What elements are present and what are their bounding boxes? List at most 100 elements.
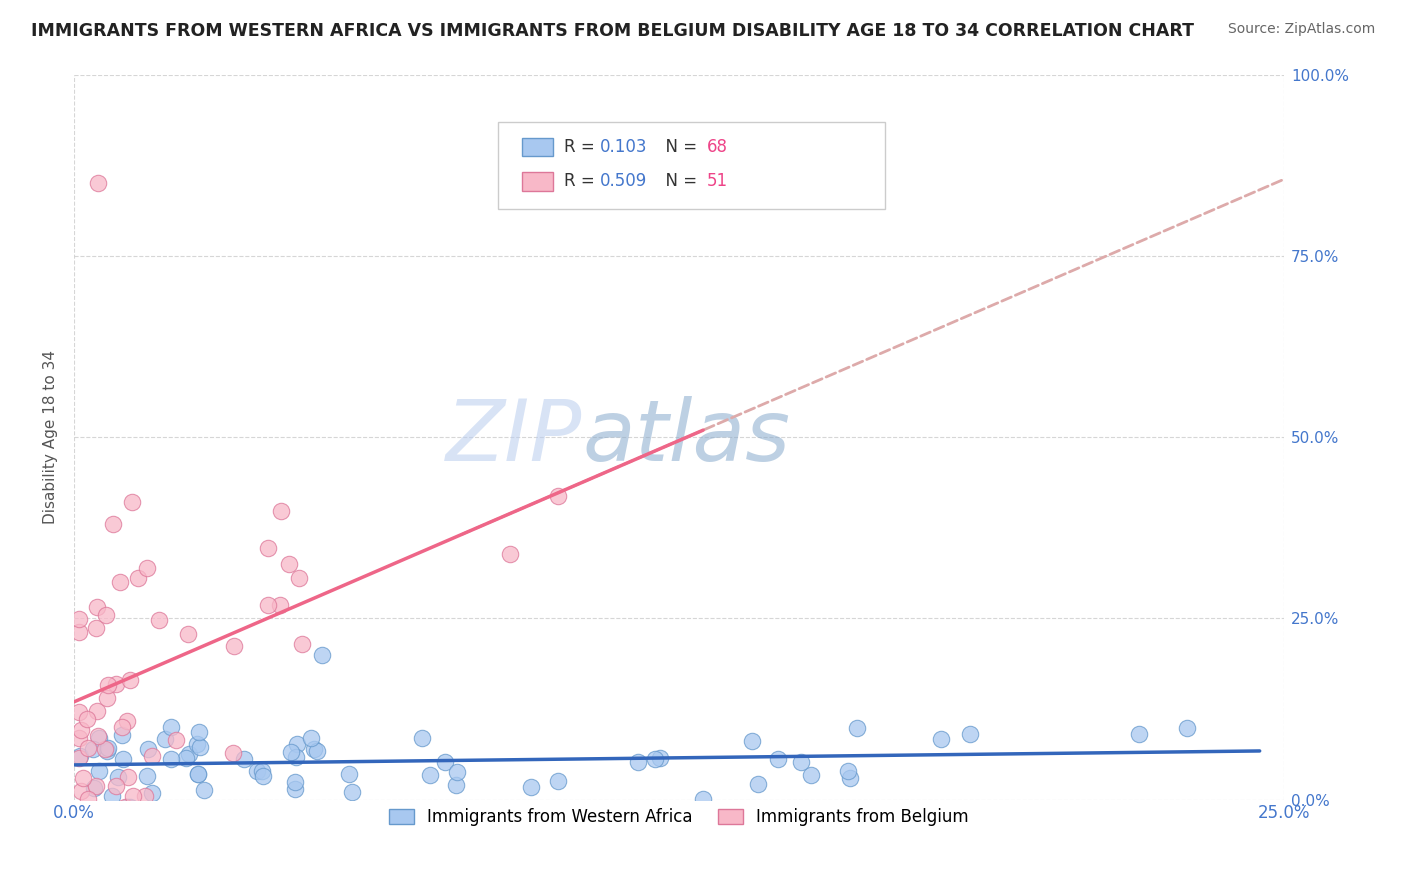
Point	[190, 740, 212, 755]
Point	[135, 560, 157, 574]
Point	[270, 504, 292, 518]
Text: N =: N =	[655, 172, 702, 190]
Point	[232, 752, 254, 766]
Point	[800, 768, 823, 782]
Text: IMMIGRANTS FROM WESTERN AFRICA VS IMMIGRANTS FROM BELGIUM DISABILITY AGE 18 TO 3: IMMIGRANTS FROM WESTERN AFRICA VS IMMIGR…	[31, 22, 1194, 40]
Point	[83, 781, 105, 796]
Point	[337, 767, 360, 781]
Point	[284, 775, 307, 789]
Point	[186, 737, 208, 751]
Point	[121, 495, 143, 509]
Point	[97, 678, 120, 692]
Point	[111, 720, 134, 734]
Point	[269, 598, 291, 612]
Point	[82, 742, 104, 756]
Point	[287, 570, 309, 584]
Point	[650, 750, 672, 764]
Text: 68: 68	[707, 138, 728, 156]
Point	[111, 728, 134, 742]
Point	[67, 751, 90, 765]
Point	[110, 575, 132, 590]
Point	[89, 764, 111, 778]
Point	[305, 744, 328, 758]
Point	[193, 783, 215, 797]
Point	[285, 749, 308, 764]
Point	[87, 731, 110, 746]
Text: 0.509: 0.509	[600, 172, 648, 190]
Point	[627, 755, 650, 769]
Point	[107, 771, 129, 785]
Point	[692, 792, 714, 806]
Point	[277, 557, 299, 571]
Point	[96, 743, 118, 757]
Point	[246, 764, 269, 779]
Point	[790, 755, 813, 769]
Point	[838, 772, 860, 786]
Point	[257, 541, 280, 555]
Point	[104, 807, 127, 822]
FancyBboxPatch shape	[522, 171, 553, 191]
Point	[547, 773, 569, 788]
Point	[193, 804, 215, 818]
Point	[136, 742, 159, 756]
Point	[105, 779, 128, 793]
Point	[187, 725, 209, 739]
Point	[148, 613, 170, 627]
Text: R =: R =	[564, 138, 600, 156]
FancyBboxPatch shape	[522, 137, 553, 156]
Y-axis label: Disability Age 18 to 34: Disability Age 18 to 34	[44, 350, 58, 524]
Point	[160, 752, 183, 766]
Point	[98, 807, 121, 822]
Point	[256, 598, 278, 612]
Point	[177, 627, 200, 641]
Point	[67, 624, 90, 639]
Point	[498, 547, 520, 561]
Text: R =: R =	[564, 172, 600, 190]
Point	[69, 749, 91, 764]
Text: 51: 51	[707, 172, 728, 190]
Point	[747, 777, 769, 791]
Point	[179, 747, 201, 762]
Point	[187, 766, 209, 780]
Point	[159, 720, 181, 734]
Point	[101, 789, 124, 804]
Point	[67, 612, 90, 626]
Point	[283, 781, 305, 796]
Point	[112, 752, 135, 766]
Point	[96, 607, 118, 622]
Point	[446, 764, 468, 779]
Point	[837, 764, 859, 778]
Point	[70, 783, 93, 797]
Legend: Immigrants from Western Africa, Immigrants from Belgium: Immigrants from Western Africa, Immigran…	[381, 800, 977, 835]
Point	[547, 489, 569, 503]
Point	[67, 705, 90, 719]
Point	[174, 751, 197, 765]
Point	[94, 741, 117, 756]
Point	[117, 799, 139, 814]
Point	[87, 176, 110, 190]
Point	[86, 600, 108, 615]
Point	[250, 764, 273, 778]
Point	[118, 799, 141, 814]
Point	[222, 747, 245, 761]
Point	[127, 804, 149, 818]
Point	[120, 673, 142, 687]
Point	[141, 787, 163, 801]
Point	[101, 516, 124, 531]
Text: N =: N =	[655, 138, 702, 156]
Point	[86, 704, 108, 718]
Point	[311, 648, 333, 662]
Point	[117, 770, 139, 784]
Point	[76, 791, 98, 805]
Point	[285, 737, 308, 751]
Point	[741, 734, 763, 748]
Text: Source: ZipAtlas.com: Source: ZipAtlas.com	[1227, 22, 1375, 37]
Point	[340, 785, 363, 799]
Point	[222, 639, 245, 653]
Point	[141, 749, 163, 764]
Point	[1128, 727, 1150, 741]
Point	[70, 723, 93, 738]
Point	[644, 751, 666, 765]
Text: 0.103: 0.103	[600, 138, 648, 156]
Point	[411, 731, 433, 746]
